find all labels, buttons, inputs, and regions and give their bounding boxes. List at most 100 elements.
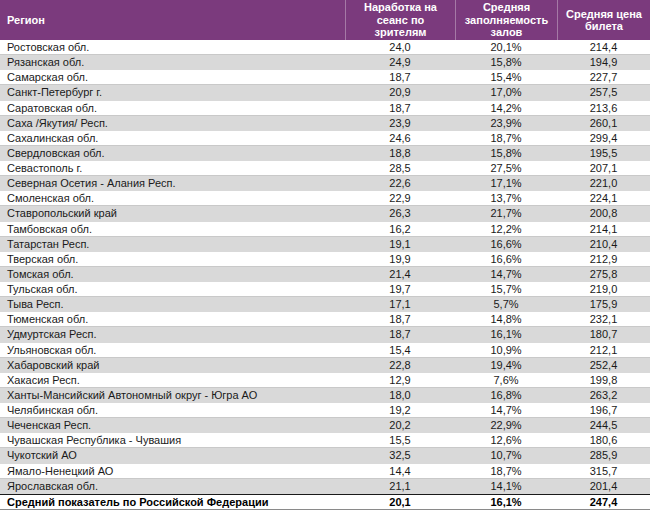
cell-per-session: 28,5 bbox=[345, 162, 455, 174]
cell-occupancy: 16,6% bbox=[455, 238, 557, 250]
cell-occupancy: 16,8% bbox=[455, 389, 557, 401]
cell-region: Татарстан Респ. bbox=[0, 238, 345, 250]
cell-occupancy: 17,1% bbox=[455, 177, 557, 189]
cell-occupancy: 14,8% bbox=[455, 313, 557, 325]
cell-occupancy: 7,6% bbox=[455, 374, 557, 386]
cell-ticket-price: 315,7 bbox=[557, 465, 650, 477]
cell-per-session: 18,0 bbox=[345, 389, 455, 401]
cell-occupancy: 13,7% bbox=[455, 192, 557, 204]
cell-occupancy: 14,1% bbox=[455, 480, 557, 492]
cell-per-session: 22,8 bbox=[345, 359, 455, 371]
cell-region: Ульяновская обл. bbox=[0, 344, 345, 356]
cell-occupancy: 10,9% bbox=[455, 344, 557, 356]
cell-region: Санкт-Петербург г. bbox=[0, 86, 345, 98]
cell-ticket-price: 244,5 bbox=[557, 419, 650, 431]
cell-occupancy: 19,4% bbox=[455, 359, 557, 371]
cell-region: Рязанская обл. bbox=[0, 56, 345, 68]
table-row: Ставропольский край26,321,7%200,8 bbox=[0, 206, 650, 221]
cell-ticket-price: 252,4 bbox=[557, 359, 650, 371]
cell-ticket-price: 214,4 bbox=[557, 41, 650, 53]
cell-occupancy: 10,7% bbox=[455, 449, 557, 461]
cell-per-session: 19,7 bbox=[345, 283, 455, 295]
cell-region: Ростовская обл. bbox=[0, 41, 345, 53]
cell-occupancy: 17,0% bbox=[455, 86, 557, 98]
table-row: Ярославская обл.21,114,1%201,4 bbox=[0, 479, 650, 494]
table-row: Севастополь г.28,527,5%207,1 bbox=[0, 161, 650, 176]
table-row: Саратовская обл.18,714,2%213,6 bbox=[0, 101, 650, 116]
cell-occupancy: 14,7% bbox=[455, 404, 557, 416]
cell-region: Удмуртская Респ. bbox=[0, 328, 345, 340]
cell-region: Тамбовская обл. bbox=[0, 223, 345, 235]
cell-ticket-price: 194,9 bbox=[557, 56, 650, 68]
table-row: Томская обл.21,414,7%275,8 bbox=[0, 267, 650, 282]
cell-ticket-price: 299,4 bbox=[557, 132, 650, 144]
cell-region: Севастополь г. bbox=[0, 162, 345, 174]
cell-region: Ярославская обл. bbox=[0, 480, 345, 492]
cell-per-session: 22,9 bbox=[345, 192, 455, 204]
cell-per-session: 14,4 bbox=[345, 465, 455, 477]
total-row-label: Средний показатель по Российской Федерац… bbox=[0, 496, 345, 508]
cell-region: Свердловская обл. bbox=[0, 147, 345, 159]
cell-region: Смоленская обл. bbox=[0, 192, 345, 204]
cell-occupancy: 20,1% bbox=[455, 41, 557, 53]
cell-occupancy: 12,2% bbox=[455, 223, 557, 235]
table-row: Удмуртская Респ.18,716,1%180,7 bbox=[0, 327, 650, 342]
cell-ticket-price: 199,8 bbox=[557, 374, 650, 386]
table-row: Тыва Респ.17,15,7%175,9 bbox=[0, 297, 650, 312]
cell-ticket-price: 224,1 bbox=[557, 192, 650, 204]
table-row: Саха /Якутия/ Респ.23,923,9%260,1 bbox=[0, 116, 650, 131]
cell-ticket-price: 207,1 bbox=[557, 162, 650, 174]
cell-occupancy: 16,1% bbox=[455, 328, 557, 340]
cell-per-session: 19,9 bbox=[345, 253, 455, 265]
cell-per-session: 18,7 bbox=[345, 102, 455, 114]
table-row: Северная Осетия - Алания Респ.22,617,1%2… bbox=[0, 176, 650, 191]
table-row: Чеченская Респ.20,222,9%244,5 bbox=[0, 418, 650, 433]
cell-occupancy: 15,4% bbox=[455, 71, 557, 83]
cell-per-session: 24,9 bbox=[345, 56, 455, 68]
total-viewers-per-session: 20,1 bbox=[345, 496, 455, 508]
table-row: Рязанская обл.24,915,8%194,9 bbox=[0, 55, 650, 70]
cell-ticket-price: 221,0 bbox=[557, 177, 650, 189]
table-row: Челябинская обл.19,214,7%196,7 bbox=[0, 403, 650, 418]
cell-region: Чувашская Республика - Чувашия bbox=[0, 434, 345, 446]
table-body: Ростовская обл.24,020,1%214,4Рязанская о… bbox=[0, 40, 650, 494]
total-avg-occupancy: 16,1% bbox=[455, 496, 557, 508]
cell-region: Тюменская обл. bbox=[0, 313, 345, 325]
cell-region: Хабаровский край bbox=[0, 359, 345, 371]
cell-ticket-price: 196,7 bbox=[557, 404, 650, 416]
table-row: Хакасия Респ.12,97,6%199,8 bbox=[0, 373, 650, 388]
col-header-viewers-per-session: Наработка на сеанс по зрителям bbox=[345, 0, 455, 40]
table-row: Ульяновская обл.15,410,9%212,1 bbox=[0, 343, 650, 358]
table-row: Ростовская обл.24,020,1%214,4 bbox=[0, 40, 650, 55]
cell-per-session: 20,9 bbox=[345, 86, 455, 98]
cell-ticket-price: 175,9 bbox=[557, 298, 650, 310]
cell-occupancy: 22,9% bbox=[455, 419, 557, 431]
table-row: Ямало-Ненецкий АО14,418,7%315,7 bbox=[0, 464, 650, 479]
cell-occupancy: 27,5% bbox=[455, 162, 557, 174]
cell-occupancy: 18,7% bbox=[455, 132, 557, 144]
total-row: Средний показатель по Российской Федерац… bbox=[0, 494, 650, 510]
cell-per-session: 18,7 bbox=[345, 328, 455, 340]
cell-region: Ямало-Ненецкий АО bbox=[0, 465, 345, 477]
cell-per-session: 18,7 bbox=[345, 71, 455, 83]
table-row: Чукотский АО32,510,7%285,9 bbox=[0, 448, 650, 463]
cell-per-session: 19,1 bbox=[345, 238, 455, 250]
cell-region: Челябинская обл. bbox=[0, 404, 345, 416]
table-row: Тюменская обл.18,714,8%232,1 bbox=[0, 312, 650, 327]
cell-per-session: 20,2 bbox=[345, 419, 455, 431]
cell-region: Тыва Респ. bbox=[0, 298, 345, 310]
cell-ticket-price: 227,7 bbox=[557, 71, 650, 83]
cell-ticket-price: 213,6 bbox=[557, 102, 650, 114]
cell-occupancy: 15,8% bbox=[455, 147, 557, 159]
cell-per-session: 22,6 bbox=[345, 177, 455, 189]
cell-occupancy: 16,6% bbox=[455, 253, 557, 265]
cell-region: Саратовская обл. bbox=[0, 102, 345, 114]
table-row: Тверская обл.19,916,6%212,9 bbox=[0, 252, 650, 267]
table-row: Татарстан Респ.19,116,6%210,4 bbox=[0, 237, 650, 252]
table-row: Ханты-Мансийский Автономный округ - Югра… bbox=[0, 388, 650, 403]
cell-region: Сахалинская обл. bbox=[0, 132, 345, 144]
table-row: Санкт-Петербург г.20,917,0%257,5 bbox=[0, 85, 650, 100]
cell-occupancy: 15,8% bbox=[455, 56, 557, 68]
cell-per-session: 21,4 bbox=[345, 268, 455, 280]
cell-occupancy: 14,7% bbox=[455, 268, 557, 280]
